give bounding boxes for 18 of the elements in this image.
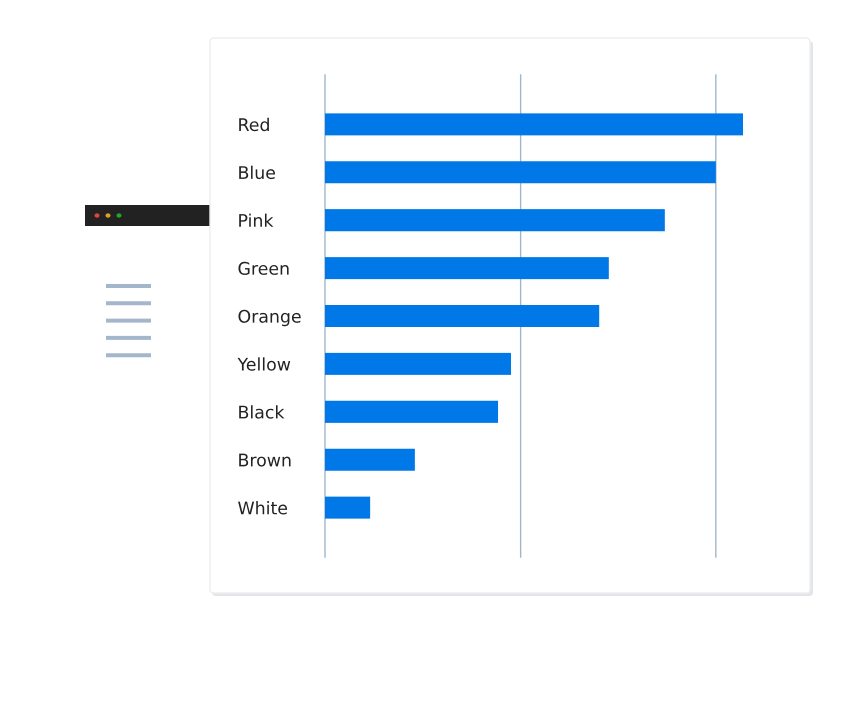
bar: [325, 304, 600, 328]
bar: [325, 400, 498, 423]
y-tick-label: Pink: [239, 214, 274, 227]
bar: [325, 161, 716, 184]
y-tick-label: Orange: [238, 310, 301, 326]
y-tick-label: Blue: [239, 166, 275, 180]
y-tick-label: Brown: [239, 454, 291, 467]
y-tick-label: White: [238, 501, 288, 514]
y-tick-label: Yellow: [237, 357, 290, 371]
y-tick-label: Red: [239, 118, 269, 132]
bar: [325, 113, 743, 136]
y-tick-label: Black: [239, 405, 284, 419]
bar: [325, 352, 512, 375]
bar: [325, 209, 665, 232]
bar: [325, 496, 370, 519]
y-tick-label: Green: [238, 262, 289, 275]
bar: [325, 448, 415, 471]
bar: [325, 257, 609, 280]
